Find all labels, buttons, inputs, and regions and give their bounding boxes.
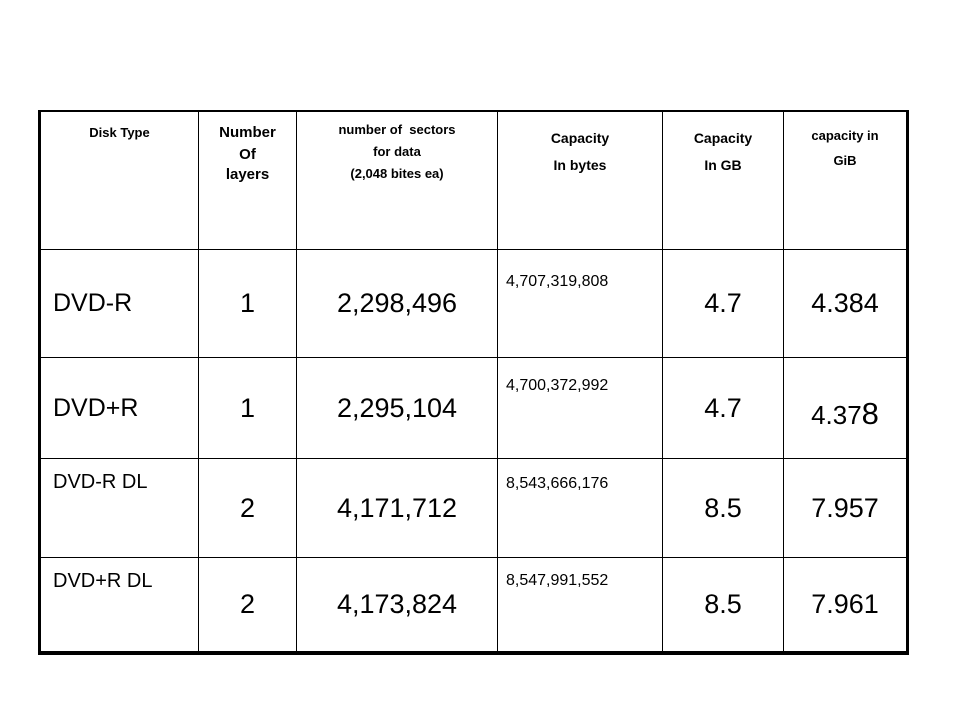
header-capacity-gb-line-2: In GB bbox=[704, 157, 742, 173]
gib-cell-last-digit: 8 bbox=[861, 396, 879, 431]
header-capacity-bytes: Capacity In bytes bbox=[497, 110, 663, 250]
table-row: DVD+R DL 2 4,173,824 8,547,991,552 8.5 7… bbox=[39, 557, 908, 654]
gib-cell: 7.961 bbox=[783, 557, 908, 654]
disk-type-cell: DVD-R bbox=[39, 249, 199, 358]
bytes-cell: 8,547,991,552 bbox=[497, 557, 663, 654]
header-sectors-line-1: number of sectors bbox=[338, 122, 456, 137]
table-row: DVD+R 1 2,295,104 4,700,372,992 4.7 4.37… bbox=[39, 357, 908, 459]
header-sectors-line-3: (2,048 bites ea) bbox=[350, 166, 444, 181]
header-layers-line-2: Of bbox=[239, 146, 256, 163]
header-capacity-bytes-line-1: Capacity bbox=[550, 130, 610, 146]
header-sectors-line-2: for data bbox=[373, 144, 421, 159]
header-row: Disk Type Number Of layers number of sec… bbox=[39, 110, 908, 250]
header-capacity-bytes-line-2: In bytes bbox=[553, 157, 607, 173]
disk-type-cell: DVD+R DL bbox=[39, 557, 199, 654]
layers-cell: 1 bbox=[198, 249, 297, 358]
header-capacity-gib-line-1: capacity in bbox=[811, 128, 879, 143]
table-row: DVD-R 1 2,298,496 4,707,319,808 4.7 4.38… bbox=[39, 249, 908, 358]
gib-cell: 4.378 bbox=[783, 357, 908, 459]
gb-cell: 4.7 bbox=[662, 249, 784, 358]
bytes-cell: 4,700,372,992 bbox=[497, 357, 663, 459]
gib-cell: 7.957 bbox=[783, 458, 908, 558]
gb-cell: 4.7 bbox=[662, 357, 784, 459]
layers-cell: 2 bbox=[198, 557, 297, 654]
dvd-capacity-table: Disk Type Number Of layers number of sec… bbox=[38, 110, 909, 655]
table-row: DVD-R DL 2 4,171,712 8,543,666,176 8.5 7… bbox=[39, 458, 908, 558]
gb-cell: 8.5 bbox=[662, 458, 784, 558]
gib-cell-main: 4.37 bbox=[811, 400, 862, 430]
gb-cell: 8.5 bbox=[662, 557, 784, 654]
header-layers-line-3: layers bbox=[225, 166, 270, 183]
header-capacity-gib-line-2: GiB bbox=[833, 153, 857, 168]
sectors-cell: 2,298,496 bbox=[296, 249, 498, 358]
bytes-cell: 4,707,319,808 bbox=[497, 249, 663, 358]
header-sectors: number of sectors for data (2,048 bites … bbox=[296, 110, 498, 250]
layers-cell: 1 bbox=[198, 357, 297, 459]
header-layers-line-1: Number bbox=[219, 124, 276, 141]
header-number-of-layers: Number Of layers bbox=[198, 110, 297, 250]
layers-cell: 2 bbox=[198, 458, 297, 558]
header-capacity-gib: capacity in GiB bbox=[783, 110, 908, 250]
disk-type-cell: DVD+R bbox=[39, 357, 199, 459]
bytes-cell: 8,543,666,176 bbox=[497, 458, 663, 558]
sectors-cell: 2,295,104 bbox=[296, 357, 498, 459]
sectors-cell: 4,171,712 bbox=[296, 458, 498, 558]
sectors-cell: 4,173,824 bbox=[296, 557, 498, 654]
gib-cell: 4.384 bbox=[783, 249, 908, 358]
header-capacity-gb: Capacity In GB bbox=[662, 110, 784, 250]
header-disk-type: Disk Type bbox=[39, 110, 199, 250]
disk-type-cell: DVD-R DL bbox=[39, 458, 199, 558]
header-capacity-gb-line-1: Capacity bbox=[693, 130, 753, 146]
